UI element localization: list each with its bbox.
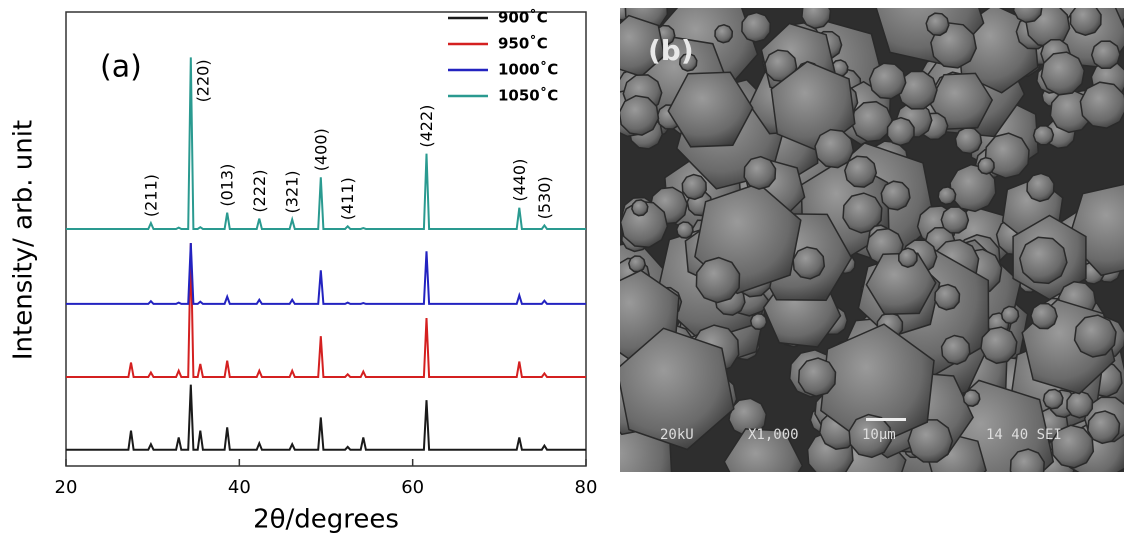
grain <box>907 419 954 463</box>
series-line <box>66 243 586 378</box>
grain <box>620 95 660 136</box>
grain <box>1066 390 1094 419</box>
grain <box>896 70 938 110</box>
grain <box>925 12 950 37</box>
peak-label: (013) <box>218 164 237 207</box>
peak-label: (411) <box>338 177 357 220</box>
peak-label: (222) <box>250 170 269 213</box>
panel-label: (b) <box>648 34 694 67</box>
grain <box>940 206 970 234</box>
grain <box>954 126 983 155</box>
grain <box>1042 388 1064 410</box>
grain <box>620 327 735 451</box>
plot-frame <box>65 11 587 467</box>
grain <box>1019 236 1068 285</box>
grain <box>1087 410 1121 445</box>
grain <box>977 156 995 175</box>
grain <box>949 163 997 213</box>
grain <box>865 252 937 316</box>
grain <box>984 132 1030 179</box>
legend-label: 1000˚C <box>498 61 558 79</box>
grain <box>714 24 734 44</box>
series-line <box>66 57 586 230</box>
grain <box>1026 172 1055 203</box>
panel-label: (a) <box>100 50 142 85</box>
grain <box>741 11 772 43</box>
grain <box>749 312 768 331</box>
grain <box>868 62 907 100</box>
grain <box>631 199 649 217</box>
legend-label: 900˚C <box>498 9 548 27</box>
grain <box>1012 8 1043 24</box>
grain <box>675 221 694 239</box>
grain <box>898 247 918 268</box>
grain <box>801 8 832 30</box>
grain <box>1090 40 1121 69</box>
grain <box>679 52 698 72</box>
sem-info: 10μm <box>862 427 896 443</box>
grain <box>940 334 971 365</box>
grain <box>1030 302 1058 330</box>
legend-label: 1050˚C <box>498 87 558 105</box>
x-tick-label: 40 <box>228 477 251 498</box>
grain <box>1000 305 1020 325</box>
peak-label: (530) <box>535 176 554 219</box>
grain <box>980 326 1018 365</box>
grain <box>844 155 878 188</box>
peak-label: (440) <box>510 159 529 202</box>
grain <box>1079 81 1124 129</box>
grain <box>723 428 804 472</box>
grain <box>937 186 957 206</box>
grain <box>880 180 911 211</box>
scale-bar <box>866 418 906 421</box>
peak-label: (422) <box>417 105 436 148</box>
grain <box>1051 424 1095 469</box>
grain <box>848 413 892 459</box>
grain <box>620 200 669 249</box>
grain <box>681 173 707 201</box>
grain <box>620 14 666 78</box>
grain <box>1040 51 1086 96</box>
grain <box>743 155 777 190</box>
series-line <box>66 243 586 305</box>
grain <box>628 255 646 273</box>
x-axis-label: 2θ/degrees <box>253 505 399 535</box>
sem-image <box>620 8 1124 472</box>
peak-label: (211) <box>141 174 160 217</box>
grain <box>886 116 915 147</box>
grain <box>1073 314 1117 358</box>
grain <box>667 71 754 148</box>
sem-info: X1,000 <box>748 427 799 443</box>
x-tick-label: 80 <box>575 477 598 498</box>
legend-label: 950˚C <box>498 35 548 53</box>
y-axis-label: Intensity/ arb. unit <box>9 120 39 360</box>
grain <box>792 246 826 280</box>
grain <box>1009 448 1045 472</box>
grain <box>728 397 768 437</box>
x-tick-label: 20 <box>55 477 78 498</box>
grain <box>797 357 837 397</box>
sem-info: 14 40 SEI <box>986 427 1062 443</box>
grain <box>962 389 981 407</box>
x-tick-label: 60 <box>401 477 424 498</box>
grain <box>695 256 741 304</box>
grain <box>934 283 961 311</box>
series-line <box>66 384 586 451</box>
grain <box>1069 8 1102 36</box>
grain <box>814 128 855 169</box>
peak-label: (220) <box>193 59 212 102</box>
sem-info: 20kU <box>660 427 694 443</box>
peak-label: (321) <box>283 170 302 213</box>
grain <box>1032 124 1055 146</box>
peak-label: (400) <box>311 128 330 171</box>
grain <box>850 100 893 143</box>
